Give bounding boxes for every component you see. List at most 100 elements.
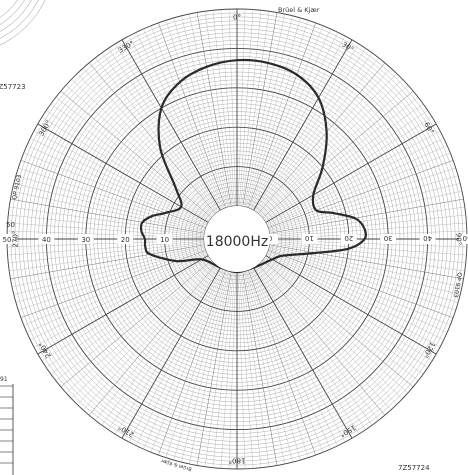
angle-label: 30° — [340, 41, 355, 54]
grid-spoke — [249, 269, 324, 453]
grid-spoke — [77, 262, 215, 405]
center-disc — [204, 206, 270, 272]
grid-spoke — [65, 260, 213, 394]
grid-spoke — [212, 271, 234, 468]
grid-spoke — [261, 260, 409, 394]
grid-spoke — [46, 257, 210, 368]
grid-spoke — [260, 79, 403, 217]
grid-spoke — [71, 261, 214, 399]
grid-spoke — [82, 263, 216, 411]
grid-spoke — [23, 251, 207, 326]
grid-spoke — [258, 62, 386, 214]
radial-label-bg — [38, 234, 55, 244]
grid-spoke — [239, 271, 254, 469]
serial-bottom-right: 7Z57724 — [398, 464, 430, 472]
grid-spoke — [255, 266, 366, 430]
grid-spoke — [268, 167, 456, 229]
angle-label: 120° — [421, 340, 436, 359]
grid-spoke — [267, 251, 451, 326]
grid-spoke — [37, 255, 209, 355]
grid-spoke — [245, 270, 301, 461]
grid-spoke — [228, 271, 236, 469]
grid-spoke — [251, 32, 338, 210]
radial-label: 20 — [344, 234, 353, 242]
angle-label: 330° — [117, 39, 136, 54]
grid-spoke — [173, 17, 229, 208]
grid-spoke — [55, 97, 212, 219]
grid-spoke — [11, 191, 205, 233]
grid-spoke — [269, 191, 463, 233]
brand-bottom: Brüel & Kjær — [159, 457, 192, 472]
radial-label: 40 — [42, 236, 51, 244]
grid-spoke — [264, 257, 428, 368]
grid-spoke — [259, 262, 397, 405]
grid-spoke — [50, 258, 211, 375]
grid-spoke — [77, 73, 215, 216]
radial-label-bg — [301, 234, 318, 244]
grid-spoke — [173, 270, 229, 461]
neighbour-chart-arc — [0, 0, 46, 46]
grid-spoke — [158, 269, 226, 456]
grid-spoke — [269, 245, 463, 287]
grid-spoke — [13, 246, 206, 295]
grid-spoke — [71, 79, 214, 217]
grid-spoke — [37, 123, 209, 223]
grid-spoke — [264, 110, 428, 221]
grid-spoke — [248, 22, 316, 209]
grid-spoke — [7, 241, 205, 256]
grid-spoke — [251, 268, 338, 446]
grid-spoke — [121, 267, 221, 439]
grid-spoke — [269, 206, 465, 235]
grid-spoke — [267, 145, 448, 226]
grid-spoke — [264, 116, 433, 222]
neighbour-chart-arc — [0, 0, 18, 18]
grid-spoke — [269, 222, 467, 237]
grid-spoke — [101, 265, 218, 426]
grid-spoke — [7, 222, 205, 237]
grid-spoke — [266, 254, 441, 348]
grid-spoke — [88, 62, 216, 214]
angle-label: 90° — [455, 233, 463, 245]
grid-spoke — [240, 271, 262, 468]
grid-spoke — [245, 17, 301, 208]
grid-spoke — [253, 267, 353, 439]
grid-spoke — [8, 242, 205, 264]
grid-spoke — [204, 271, 233, 467]
grid-spoke — [220, 9, 235, 207]
grid-spoke — [250, 269, 331, 450]
grid-spoke — [9, 206, 205, 235]
brand-top: Brüel & Kjær — [278, 6, 320, 14]
form-code-right: QP 9103 — [452, 272, 463, 299]
corner-upper-left-text: 50 — [6, 221, 15, 229]
grid-spoke — [266, 253, 444, 340]
grid-spoke — [242, 271, 278, 466]
grid-spoke — [241, 11, 270, 207]
grid-spoke — [136, 268, 223, 446]
grid-spoke — [242, 12, 278, 207]
form-code-left: QP 9103 — [11, 174, 23, 201]
grid-spoke — [41, 256, 210, 362]
grid-spoke — [15, 247, 206, 303]
grid-spoke — [23, 152, 207, 227]
grid-spoke — [10, 244, 205, 280]
grid-spoke — [114, 266, 220, 435]
neighbour-chart-arc — [0, 0, 39, 39]
grid-spoke — [165, 20, 227, 208]
grid-spoke — [60, 260, 212, 388]
grid-spoke — [228, 9, 236, 207]
grid-spoke — [165, 270, 227, 458]
grid-spoke — [238, 9, 246, 207]
grid-spoke — [114, 43, 220, 212]
grid-spoke — [82, 67, 216, 215]
grid-spoke — [267, 250, 454, 318]
neighbour-chart-arc — [0, 0, 32, 32]
grid-spoke — [267, 252, 448, 333]
grid-spoke — [11, 245, 205, 287]
grid-spoke — [181, 15, 230, 208]
center-frequency-label: 18000Hz — [206, 234, 268, 250]
grid-spoke — [269, 214, 466, 236]
grid-spoke — [95, 57, 217, 214]
grid-spoke — [95, 264, 217, 421]
grid-spoke — [268, 249, 456, 311]
